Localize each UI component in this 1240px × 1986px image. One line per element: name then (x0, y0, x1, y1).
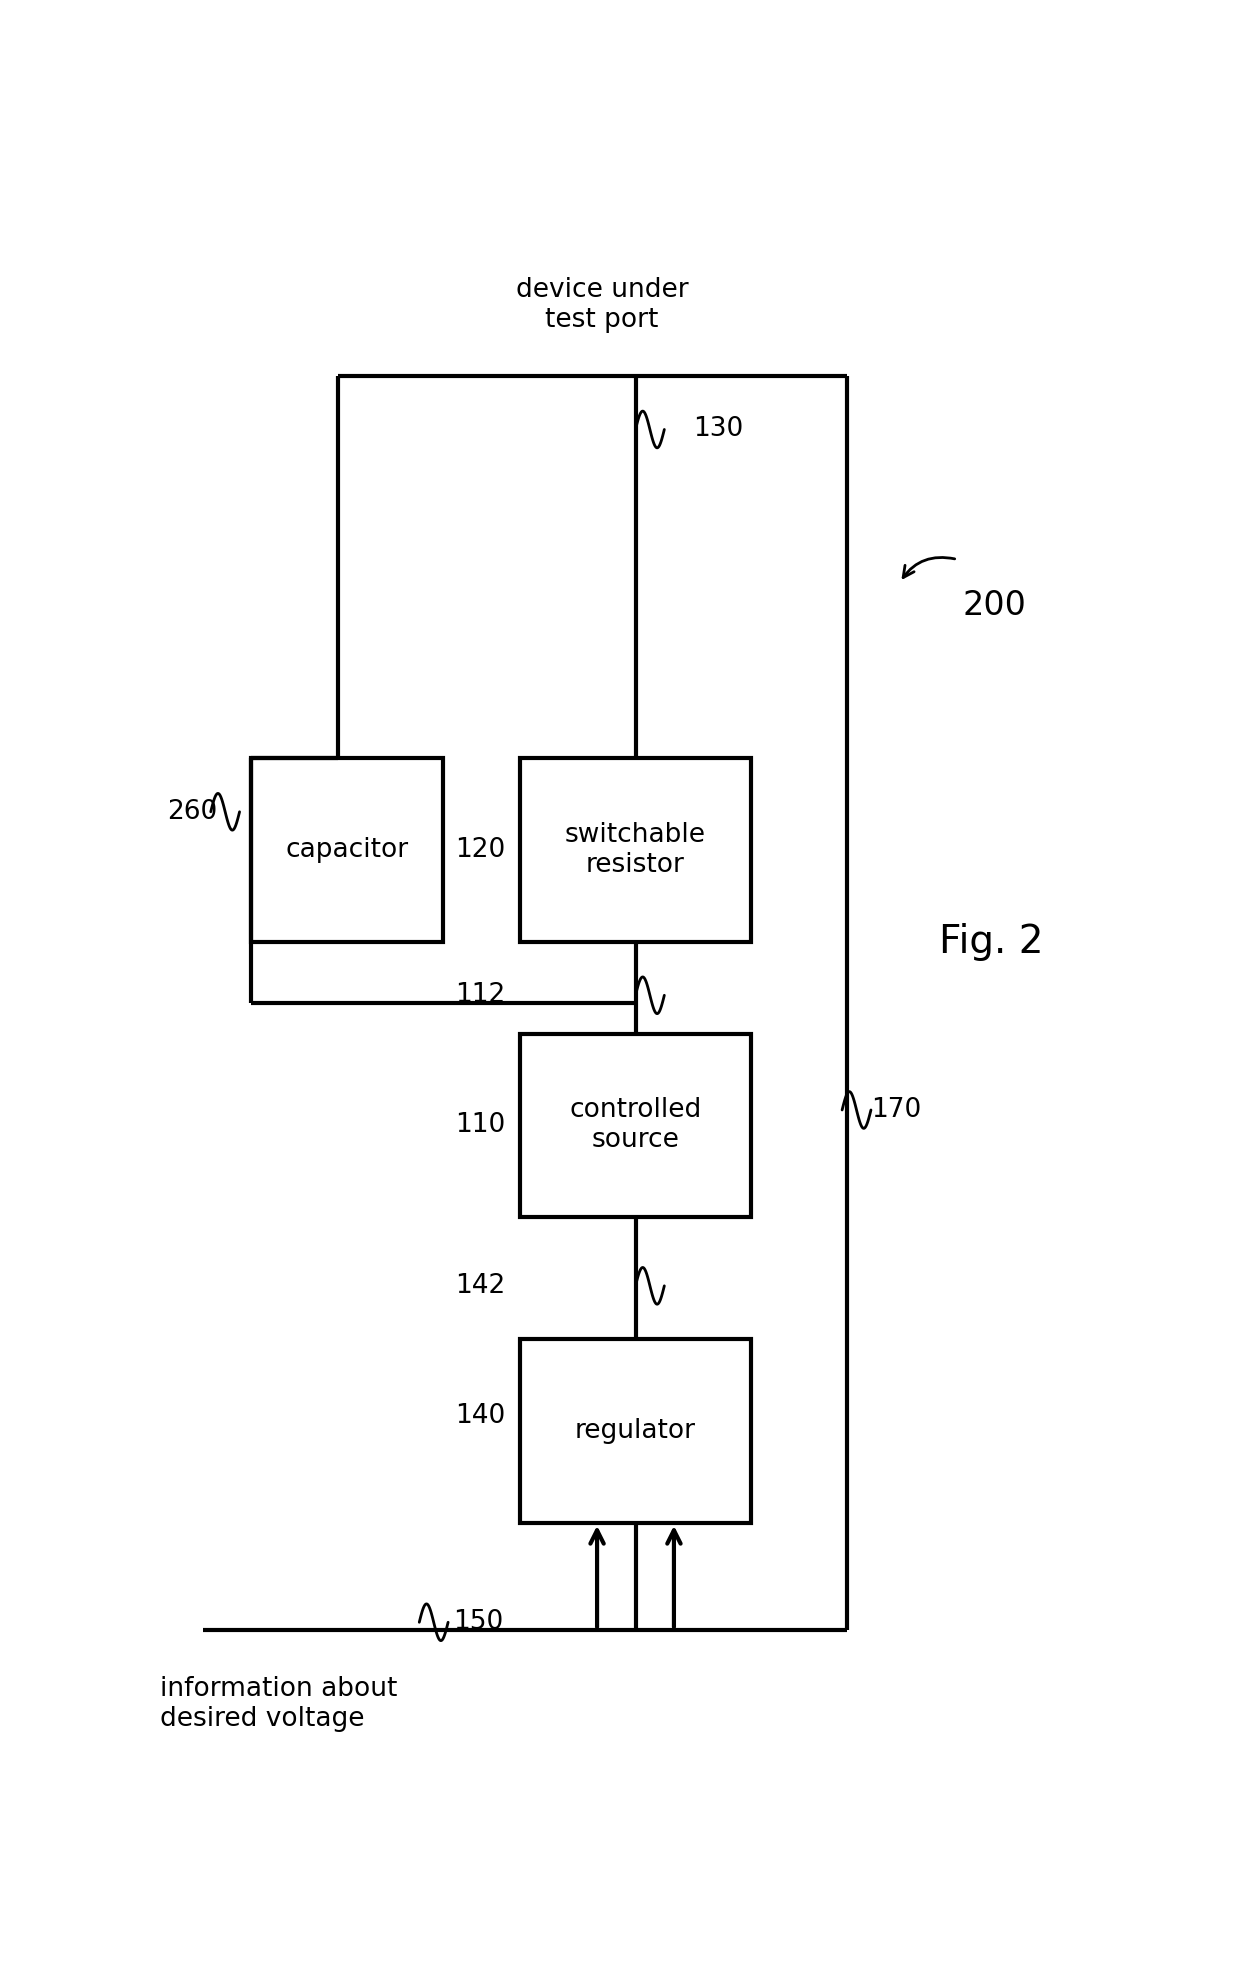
FancyBboxPatch shape (521, 1033, 751, 1217)
FancyBboxPatch shape (250, 759, 444, 941)
Text: 130: 130 (693, 417, 744, 443)
Text: 170: 170 (870, 1096, 921, 1122)
Text: switchable
resistor: switchable resistor (565, 822, 706, 878)
Text: 140: 140 (455, 1402, 506, 1428)
FancyBboxPatch shape (521, 759, 751, 941)
Text: controlled
source: controlled source (569, 1098, 702, 1154)
Text: 112: 112 (455, 983, 506, 1009)
Text: information about
desired voltage: information about desired voltage (160, 1676, 397, 1732)
Text: regulator: regulator (575, 1418, 696, 1444)
Text: device under
test port: device under test port (516, 276, 688, 332)
Text: 260: 260 (167, 798, 217, 824)
Text: 110: 110 (455, 1112, 506, 1138)
FancyBboxPatch shape (521, 1339, 751, 1523)
Text: 142: 142 (455, 1273, 506, 1299)
Text: 200: 200 (962, 588, 1027, 622)
Text: 150: 150 (453, 1609, 503, 1634)
Text: capacitor: capacitor (285, 836, 409, 864)
Text: Fig. 2: Fig. 2 (939, 923, 1043, 961)
Text: 120: 120 (455, 836, 506, 864)
